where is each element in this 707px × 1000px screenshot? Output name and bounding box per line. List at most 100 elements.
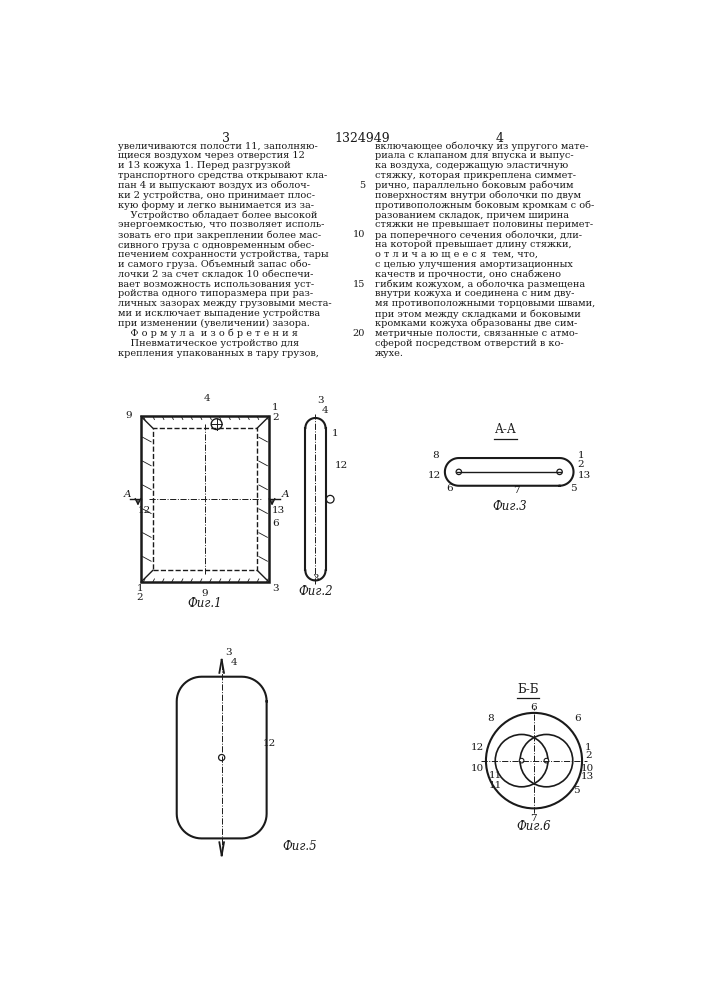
Text: разованием складок, причем ширина: разованием складок, причем ширина [375,211,569,220]
Text: Ф о р м у л а  и з о б р е т е н и я: Ф о р м у л а и з о б р е т е н и я [118,329,298,338]
Text: щиеся воздухом через отверстия 12: щиеся воздухом через отверстия 12 [118,151,305,160]
Text: 1: 1 [332,429,339,438]
Circle shape [456,469,462,475]
Text: печением сохранности устройства, тары: печением сохранности устройства, тары [118,250,329,259]
Text: Б-Б: Б-Б [517,683,539,696]
Text: риала с клапаном для впуска и выпус-: риала с клапаном для впуска и выпус- [375,151,574,160]
Text: противоположным боковым кромкам с об-: противоположным боковым кромкам с об- [375,201,595,210]
Text: энергоемкостью, что позволяет исполь-: энергоемкостью, что позволяет исполь- [118,220,325,229]
Text: и самого груза. Объемный запас обо-: и самого груза. Объемный запас обо- [118,260,310,269]
Text: 3: 3 [312,574,319,583]
Text: ра поперечного сечения оболочки, дли-: ра поперечного сечения оболочки, дли- [375,230,582,240]
Text: 6: 6 [530,703,537,712]
Text: лочки 2 за счет складок 10 обеспечи-: лочки 2 за счет складок 10 обеспечи- [118,270,313,279]
Text: Фиг.3: Фиг.3 [492,500,527,513]
Text: 6: 6 [272,519,279,528]
Text: жухе.: жухе. [375,349,404,358]
Text: 1: 1 [272,403,279,412]
Text: 15: 15 [353,280,365,289]
Text: вает возможность использования уст-: вает возможность использования уст- [118,280,314,289]
Text: ки 2 устройства, оно принимает плос-: ки 2 устройства, оно принимает плос- [118,191,315,200]
Text: 7: 7 [513,486,520,495]
Text: 3: 3 [221,132,230,145]
Text: ка воздуха, содержащую эластичную: ка воздуха, содержащую эластичную [375,161,568,170]
Text: увеличиваются полости 11, заполняю-: увеличиваются полости 11, заполняю- [118,142,317,151]
Text: Фиг.5: Фиг.5 [282,840,317,853]
Text: 2: 2 [578,460,584,469]
Text: крепления упакованных в тару грузов,: крепления упакованных в тару грузов, [118,349,319,358]
Text: 2: 2 [585,751,592,760]
Text: кромками кожуха образованы две сим-: кромками кожуха образованы две сим- [375,319,578,328]
Text: 13: 13 [272,506,286,515]
Text: 5: 5 [570,484,576,493]
Text: 4: 4 [495,132,503,145]
Text: 10: 10 [470,764,484,773]
Text: при изменении (увеличении) зазора.: при изменении (увеличении) зазора. [118,319,310,328]
Text: 7: 7 [530,814,537,823]
Text: мя противоположными торцовыми швами,: мя противоположными торцовыми швами, [375,299,595,308]
Text: 1324949: 1324949 [334,132,390,145]
Text: ройства одного типоразмера при раз-: ройства одного типоразмера при раз- [118,289,313,298]
Text: 12: 12 [428,471,441,480]
Bar [141,416,269,582]
Text: 6: 6 [446,484,453,493]
Text: качеств и прочности, оно снабжено: качеств и прочности, оно снабжено [375,270,561,279]
Text: ми и исключает выпадение устройства: ми и исключает выпадение устройства [118,309,320,318]
Circle shape [544,758,549,763]
Text: 9: 9 [201,589,209,598]
Text: сивного груза с одновременным обес-: сивного груза с одновременным обес- [118,240,314,250]
Text: внутри кожуха и соединена с ним дву-: внутри кожуха и соединена с ним дву- [375,289,575,298]
Text: рично, параллельно боковым рабочим: рично, параллельно боковым рабочим [375,181,573,190]
Text: 2: 2 [136,593,143,602]
Text: на которой превышает длину стяжки,: на которой превышает длину стяжки, [375,240,572,249]
Text: 11: 11 [489,781,502,790]
Text: личных зазорах между грузовыми места-: личных зазорах между грузовыми места- [118,299,332,308]
Text: о т л и ч а ю щ е е с я  тем, что,: о т л и ч а ю щ е е с я тем, что, [375,250,538,259]
Text: 3: 3 [317,396,324,405]
Text: зовать его при закреплении более мас-: зовать его при закреплении более мас- [118,230,321,240]
Text: 10: 10 [580,764,594,773]
Text: 4: 4 [204,394,211,403]
Text: при этом между складками и боковыми: при этом между складками и боковыми [375,309,581,319]
Text: A: A [124,490,132,499]
Text: 8: 8 [488,714,494,723]
Text: 1: 1 [136,584,143,593]
Circle shape [519,758,524,763]
Circle shape [557,469,562,475]
Text: А-А: А-А [494,423,516,436]
Text: Фиг.2: Фиг.2 [298,585,333,598]
Text: 5: 5 [573,786,579,795]
Text: 12: 12 [263,739,276,748]
Text: 13: 13 [578,471,590,480]
Text: 8: 8 [433,451,439,460]
Text: 12: 12 [335,461,348,470]
Circle shape [218,754,225,761]
Text: 10: 10 [353,230,365,239]
Text: Пневматическое устройство для: Пневматическое устройство для [118,339,299,348]
Text: Фиг.6: Фиг.6 [517,820,551,833]
Text: 1: 1 [578,451,584,460]
Text: и 13 кожуха 1. Перед разгрузкой: и 13 кожуха 1. Перед разгрузкой [118,161,291,170]
Text: Фиг.1: Фиг.1 [187,597,222,610]
Text: поверхностям внутри оболочки по двум: поверхностям внутри оболочки по двум [375,191,581,200]
Text: 20: 20 [353,329,365,338]
Text: 4: 4 [322,406,328,415]
Text: A: A [281,490,289,499]
Text: 11: 11 [489,771,502,780]
Text: с целью улучшения амортизационных: с целью улучшения амортизационных [375,260,573,269]
Text: стяжку, которая прикреплена симмет-: стяжку, которая прикреплена симмет- [375,171,576,180]
Text: 1: 1 [585,743,592,752]
Text: 6: 6 [574,714,581,723]
Text: пан 4 и выпускают воздух из оболоч-: пан 4 и выпускают воздух из оболоч- [118,181,310,190]
Text: Устройство обладает более высокой: Устройство обладает более высокой [118,211,317,220]
Text: 9: 9 [126,411,132,420]
Text: 4: 4 [231,658,238,667]
Text: метричные полости, связанные с атмо-: метричные полости, связанные с атмо- [375,329,578,338]
Text: сферой посредством отверстий в ко-: сферой посредством отверстий в ко- [375,339,563,348]
Text: 12: 12 [470,743,484,752]
Text: 3: 3 [272,584,279,593]
Text: 12: 12 [138,506,151,515]
Text: стяжки не превышает половины перимет-: стяжки не превышает половины перимет- [375,220,593,229]
Text: включающее оболочку из упругого мате-: включающее оболочку из упругого мате- [375,142,589,151]
Text: 3: 3 [226,648,232,657]
